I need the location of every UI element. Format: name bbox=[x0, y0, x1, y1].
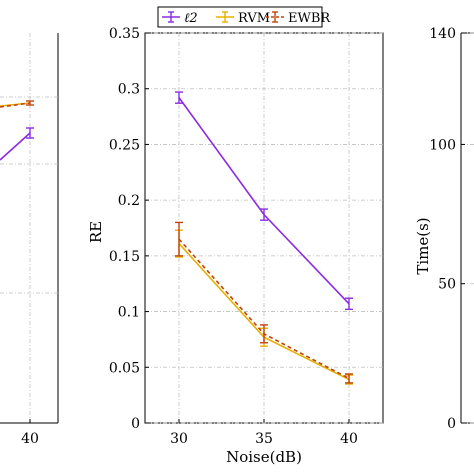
y-tick-label: 50 bbox=[438, 277, 456, 293]
y-tick-label: 140 bbox=[429, 26, 456, 42]
y-tick-label: 0.2 bbox=[118, 193, 140, 209]
y-tick-label: 0.1 bbox=[118, 305, 140, 321]
x-tick-label: 40 bbox=[21, 431, 39, 447]
x-tick-label: 30 bbox=[170, 431, 188, 447]
y-tick-label: 0.15 bbox=[109, 249, 140, 265]
x-tick-label: 35 bbox=[255, 431, 273, 447]
x-axis-label: Noise(dB) bbox=[226, 448, 302, 466]
left-panel: 40 bbox=[0, 33, 59, 447]
right-panel: 0 50 100 140 bbox=[429, 26, 474, 432]
y-tick-label: 0.35 bbox=[109, 26, 140, 42]
series-line-ewbr bbox=[0, 102, 31, 108]
legend-label: EWBR bbox=[288, 11, 331, 26]
legend-label: ℓ2 bbox=[184, 11, 198, 26]
y-axis-label-right: Time(s) bbox=[414, 217, 432, 274]
y-axis-label: RE bbox=[87, 221, 105, 243]
legend-label: RVM bbox=[238, 11, 270, 26]
x-tick-label: 40 bbox=[340, 431, 358, 447]
legend: ℓ2 RVM EWBR bbox=[157, 6, 331, 28]
y-tick-label: 100 bbox=[429, 137, 456, 153]
y-tick-label: 0.05 bbox=[109, 360, 140, 376]
series-line-l2 bbox=[0, 132, 31, 161]
y-tick-label: 0.25 bbox=[109, 137, 140, 153]
y-tick-label: 0 bbox=[447, 416, 456, 432]
y-tick-label: 0 bbox=[131, 416, 140, 432]
y-tick-label: 0.3 bbox=[118, 82, 140, 98]
center-panel: 30 35 40 0 0.05 0.1 0.15 0.2 0.25 0.3 0.35 bbox=[109, 26, 384, 447]
legend-box bbox=[157, 6, 323, 28]
